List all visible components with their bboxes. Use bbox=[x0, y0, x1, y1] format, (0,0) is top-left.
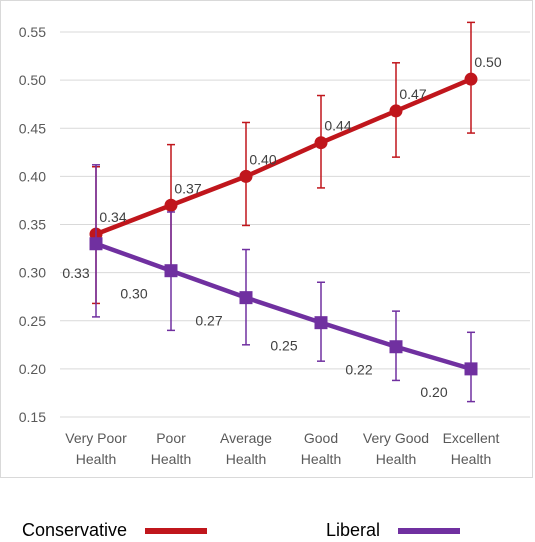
liberal-point bbox=[89, 237, 103, 251]
liberal-data-label: 0.30 bbox=[120, 286, 147, 302]
conservative-series-line bbox=[95, 77, 472, 237]
liberal-point bbox=[314, 316, 328, 330]
x-tick-label: Poor bbox=[156, 430, 186, 446]
liberal-data-label: 0.22 bbox=[345, 362, 372, 378]
conservative-point bbox=[464, 72, 478, 86]
legend-item-liberal: Liberal bbox=[326, 520, 461, 541]
conservative-point bbox=[389, 104, 403, 118]
conservative-data-label: 0.47 bbox=[399, 86, 426, 102]
liberal-data-label: 0.20 bbox=[420, 384, 447, 400]
x-tick-label: Health bbox=[226, 451, 266, 467]
conservative-point bbox=[239, 169, 253, 183]
liberal-point bbox=[164, 264, 178, 278]
conservative-point bbox=[314, 136, 328, 150]
legend-swatch-liberal bbox=[398, 527, 461, 534]
y-tick-label: 0.45 bbox=[19, 120, 46, 136]
x-tick-label: Health bbox=[76, 451, 116, 467]
y-tick-label: 0.50 bbox=[19, 72, 46, 88]
x-tick-label: Health bbox=[451, 451, 491, 467]
y-tick-label: 0.20 bbox=[19, 361, 46, 377]
liberal-series-line bbox=[95, 241, 472, 372]
y-tick-label: 0.40 bbox=[19, 168, 46, 184]
conservative-data-label: 0.34 bbox=[99, 209, 126, 225]
legend-label-conservative: Conservative bbox=[22, 520, 128, 540]
legend-item-conservative: Conservative bbox=[22, 520, 208, 541]
conservative-point bbox=[164, 198, 178, 212]
y-tick-label: 0.30 bbox=[19, 265, 46, 281]
legend-label-liberal: Liberal bbox=[326, 520, 381, 540]
x-tick-label: Excellent bbox=[443, 430, 500, 446]
line-chart: 0.15 0.20 0.25 0.30 0.35 0.40 0.45 0.50 0.55 Very… bbox=[19, 21, 530, 467]
x-tick-label: Health bbox=[301, 451, 341, 467]
liberal-data-label: 0.25 bbox=[270, 338, 297, 354]
x-tick-label: Health bbox=[151, 451, 191, 467]
y-tick-label: 0.35 bbox=[19, 217, 46, 233]
x-tick-label: Very Poor bbox=[65, 430, 127, 446]
y-tick-label: 0.15 bbox=[19, 409, 46, 425]
liberal-point bbox=[239, 291, 253, 305]
liberal-data-label: 0.33 bbox=[62, 265, 89, 281]
liberal-point bbox=[389, 340, 403, 354]
conservative-data-label: 0.50 bbox=[474, 54, 501, 70]
x-tick-label: Health bbox=[376, 451, 416, 467]
legend-swatch-conservative bbox=[145, 527, 208, 534]
conservative-data-label: 0.40 bbox=[249, 151, 276, 167]
liberal-point bbox=[464, 362, 478, 376]
y-tick-label: 0.55 bbox=[19, 24, 46, 40]
x-tick-label: Very Good bbox=[363, 430, 429, 446]
conservative-data-label: 0.37 bbox=[174, 180, 201, 196]
x-tick-label: Good bbox=[304, 430, 338, 446]
liberal-data-label: 0.27 bbox=[195, 313, 222, 329]
conservative-data-label: 0.44 bbox=[324, 118, 351, 134]
x-tick-label: Average bbox=[220, 430, 272, 446]
y-tick-label: 0.25 bbox=[19, 313, 46, 329]
